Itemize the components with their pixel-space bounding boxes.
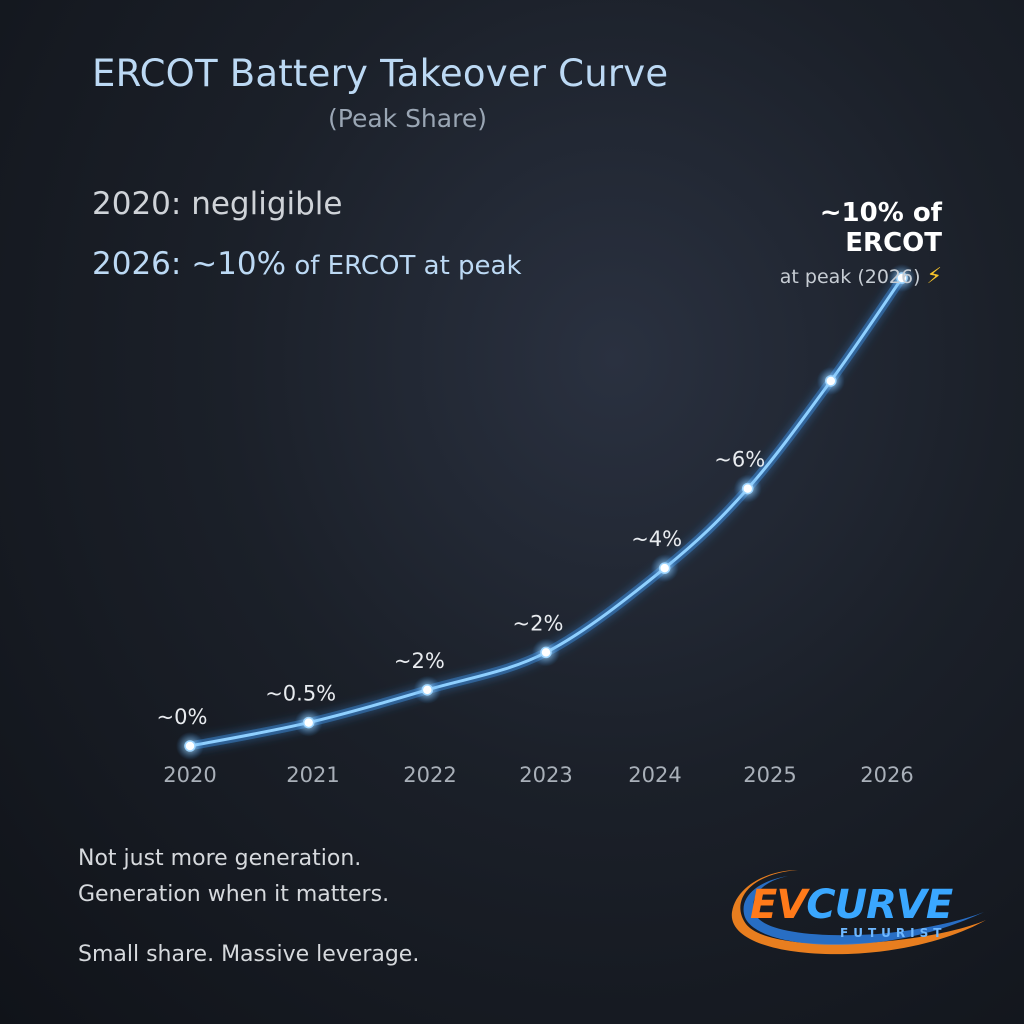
data-point-0: [184, 740, 196, 752]
data-point-2: [421, 684, 434, 696]
logo-ev-text: EV: [750, 882, 807, 928]
logo-curve-text: CURVE: [806, 882, 953, 928]
data-point-6: [825, 375, 837, 387]
tagline-3: Small share. Massive leverage.: [78, 942, 420, 967]
peak-callout: ~10% of ERCOT at peak (2026) ⚡: [720, 198, 942, 289]
x-tick-label-2020: 2020: [163, 763, 216, 787]
x-tick-label-2025: 2025: [743, 763, 796, 787]
data-label-4: ~4%: [631, 527, 682, 551]
tagline-2: Generation when it matters.: [78, 882, 390, 907]
data-label-1: ~0.5%: [265, 682, 336, 706]
data-label-5: ~6%: [714, 448, 765, 472]
peak-callout-main: ~10% of ERCOT: [819, 198, 942, 258]
x-tick-label-2023: 2023: [519, 763, 572, 787]
lightning-bolt-icon: ⚡: [926, 264, 942, 289]
chart-title: ERCOT Battery Takeover Curve: [92, 52, 669, 95]
data-point-5: [741, 482, 754, 495]
chart-subtitle: (Peak Share): [328, 104, 487, 133]
data-point-3: [540, 646, 552, 659]
data-label-0: ~0%: [157, 705, 208, 729]
logo-swoosh-icon: [731, 870, 986, 955]
data-label-2: ~2%: [394, 649, 445, 673]
data-point-1: [302, 716, 315, 729]
x-tick-label-2026: 2026: [860, 763, 913, 787]
evcurve-logo: EVCURVE FUTURIST: [728, 862, 990, 962]
fact-2020: 2020: negligible: [92, 186, 343, 222]
fact-2026-text: of ERCOT at peak: [286, 251, 522, 281]
fact-2026: 2026: ~10% of ERCOT at peak: [92, 246, 522, 282]
series-line-glow: [189, 275, 906, 751]
tagline-1: Not just more generation.: [78, 846, 362, 871]
data-point-4: [658, 562, 671, 574]
series-line: [189, 277, 904, 748]
x-tick-label-2022: 2022: [403, 763, 456, 787]
data-label-3: ~2%: [513, 611, 564, 635]
x-tick-label-2021: 2021: [286, 763, 339, 787]
data-point-7: [896, 272, 908, 284]
fact-2026-value: 2026: ~10%: [92, 246, 287, 282]
x-tick-label-2024: 2024: [628, 763, 681, 787]
logo-sub-text: FUTURIST: [840, 926, 947, 940]
peak-callout-sub: at peak (2026): [779, 266, 921, 288]
